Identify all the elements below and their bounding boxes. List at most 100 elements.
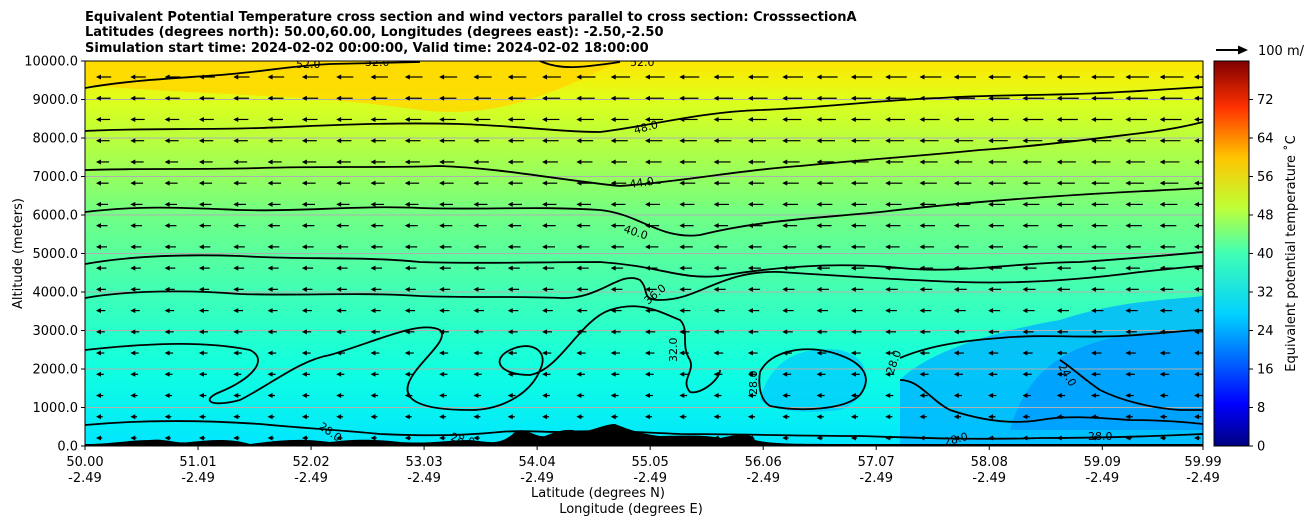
contour-36	[85, 251, 1203, 278]
wind-vector-head	[301, 138, 307, 144]
wind-vector-head	[850, 435, 856, 441]
wind-vector-head	[645, 201, 650, 207]
wind-vector-head	[850, 74, 856, 80]
wind-vector-head	[679, 116, 685, 122]
wind-vector-head	[473, 308, 479, 314]
wind-vector-head	[404, 180, 410, 186]
wind-vector-head	[267, 180, 273, 186]
wind-vector-head	[953, 393, 959, 399]
wind-vector-head	[1056, 371, 1062, 377]
wind-vector-head	[370, 138, 376, 144]
wind-vector-head	[713, 371, 719, 377]
colorbar-tick-label: 56	[1257, 170, 1274, 185]
wind-vector-head	[850, 116, 856, 122]
wind-vector-head	[1091, 265, 1097, 271]
wind-vector-head	[164, 265, 170, 271]
wind-vector-head	[816, 201, 822, 207]
wind-vector-head	[610, 95, 616, 101]
wind-vector-head	[953, 350, 959, 356]
wind-vector-head	[473, 74, 479, 80]
wind-vector-head	[473, 414, 479, 420]
wind-vector-head	[130, 350, 136, 356]
wind-vector-head	[1159, 116, 1165, 122]
wind-vector-head	[713, 414, 719, 420]
wind-vector-head	[1194, 201, 1199, 207]
wind-vector-head	[370, 329, 376, 335]
x-axis-label-lon: Longitude (degrees E)	[559, 502, 703, 517]
wind-vector-head	[1125, 435, 1131, 441]
wind-vector-head	[473, 95, 479, 101]
wind-vector-head	[96, 435, 101, 441]
wind-vector-head	[96, 329, 101, 335]
wind-vector-head	[267, 286, 273, 292]
wind-vector-head	[96, 286, 101, 292]
wind-vector-head	[1022, 244, 1028, 250]
wind-vector-head	[336, 159, 342, 165]
wind-vector-head	[885, 244, 891, 250]
wind-vector-head	[782, 329, 788, 335]
wind-vector-head	[542, 223, 548, 229]
wind-vector-head	[1091, 138, 1097, 144]
wind-vector-head	[542, 244, 548, 250]
wind-vector-head	[1194, 180, 1199, 186]
wind-vector-head	[542, 371, 548, 377]
wind-vector-head	[96, 371, 101, 377]
wind-vector-head	[130, 95, 136, 101]
wind-vector-head	[130, 223, 136, 229]
wind-vector-head	[404, 159, 410, 165]
wind-vector-head	[747, 286, 753, 292]
wind-vector-head	[404, 74, 410, 80]
wind-vector-head	[713, 201, 719, 207]
x-tick-label-lat: 53.03	[405, 455, 442, 470]
wind-vector-head	[645, 74, 650, 80]
wind-vector-head	[679, 393, 685, 399]
wind-vector-head	[439, 308, 445, 314]
wind-vector-head	[507, 223, 513, 229]
wind-vector-head	[130, 286, 136, 292]
wind-vector-head	[1159, 180, 1165, 186]
wind-vector-head	[919, 159, 925, 165]
wind-vector-head	[1194, 308, 1199, 314]
wind-vector-head	[747, 159, 753, 165]
wind-vector-head	[953, 74, 959, 80]
x-tick-label-lat: 59.99	[1184, 455, 1221, 470]
wind-vector-head	[542, 329, 548, 335]
wind-vector-head	[610, 286, 616, 292]
wind-vector-head	[164, 180, 170, 186]
wind-vector-head	[301, 393, 307, 399]
wind-vector-head	[953, 414, 959, 420]
colorbar-tick-label: 0	[1257, 440, 1265, 455]
wind-vector-head	[885, 286, 891, 292]
wind-vector-head	[645, 286, 650, 292]
wind-vector-head	[473, 350, 479, 356]
wind-vector-head	[610, 223, 616, 229]
wind-vector-head	[953, 116, 959, 122]
wind-vector-head	[301, 74, 307, 80]
contour-label-48: 48.0	[632, 118, 659, 137]
wind-vector-head	[576, 138, 582, 144]
wind-vector-head	[1022, 138, 1028, 144]
wind-vector-head	[679, 414, 685, 420]
wind-vector-head	[96, 116, 101, 122]
wind-vector-head	[267, 414, 273, 420]
wind-vector-head	[988, 350, 994, 356]
wind-vector-head	[816, 74, 822, 80]
wind-vector-head	[645, 116, 650, 122]
y-tick-label: 7000.0	[33, 170, 79, 185]
wind-vector-head	[198, 371, 204, 377]
wind-vector-head	[164, 414, 170, 420]
wind-vector-head	[404, 435, 410, 441]
wind-vector-head	[919, 371, 925, 377]
wind-vector-head	[850, 329, 856, 335]
wind-vector-head	[679, 95, 685, 101]
wind-vector-head	[198, 223, 204, 229]
colorbar-tick-label: 24	[1257, 324, 1274, 339]
wind-vector-head	[1056, 74, 1062, 80]
wind-vector-head	[96, 74, 101, 80]
wind-vector-head	[439, 95, 445, 101]
wind-vector-head	[988, 414, 994, 420]
wind-vector-head	[198, 435, 204, 441]
colorbar-tick-label: 72	[1257, 93, 1274, 108]
wind-vector-head	[713, 393, 719, 399]
wind-vector-head	[198, 95, 204, 101]
